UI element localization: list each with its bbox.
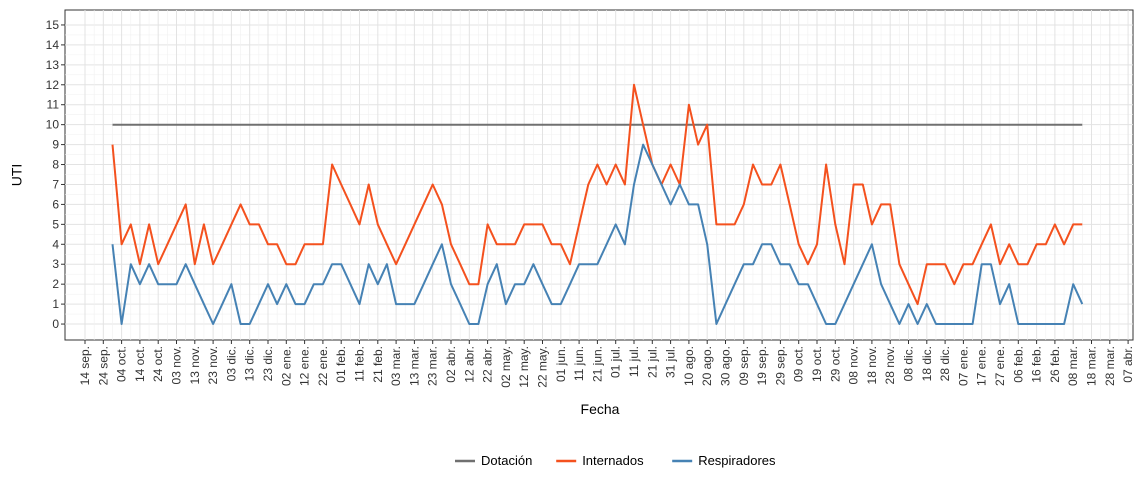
- x-tick-label: 01 jul.: [609, 346, 623, 378]
- x-tick-label: 22 ene.: [316, 346, 330, 386]
- y-tick-label: 7: [52, 177, 59, 191]
- x-tick-label: 18 dic.: [920, 346, 934, 381]
- x-tick-label: 24 sep.: [96, 346, 110, 385]
- x-tick-label: 12 abr.: [462, 346, 476, 383]
- x-tick-label: 02 ene.: [279, 346, 293, 386]
- y-tick-label: 8: [52, 158, 59, 172]
- x-tick-label: 28 dic.: [938, 346, 952, 381]
- y-tick-label: 10: [46, 118, 60, 132]
- x-tick-label: 11 jul.: [627, 346, 641, 377]
- x-tick-label: 02 abr.: [444, 346, 458, 383]
- y-tick-label: 3: [52, 257, 59, 271]
- x-tick-label: 24 oct.: [151, 346, 165, 382]
- x-tick-label: 18 nov.: [865, 346, 879, 384]
- x-tick-label: 03 nov.: [170, 346, 184, 384]
- legend: Dotación Internados Respiradores: [455, 453, 776, 468]
- x-tick-label: 11 jun.: [572, 346, 586, 381]
- x-tick-label: 22 abr.: [481, 346, 495, 383]
- x-tick-label: 02 may.: [499, 346, 513, 388]
- x-tick-label: 23 dic.: [261, 346, 275, 381]
- x-tick-label: 12 ene.: [298, 346, 312, 386]
- x-tick-label: 13 nov.: [188, 346, 202, 384]
- x-tick-label: 23 nov.: [206, 346, 220, 384]
- x-tick-label: 07 abr.: [1121, 346, 1135, 383]
- y-tick-label: 9: [52, 138, 59, 152]
- x-tick-label: 08 dic.: [902, 346, 916, 381]
- x-tick-label: 16 feb.: [1030, 346, 1044, 383]
- y-tick-label: 13: [46, 58, 60, 72]
- legend-label: Respiradores: [698, 453, 776, 468]
- x-tick-label: 03 dic.: [224, 346, 238, 381]
- x-axis-title: Fecha: [581, 401, 620, 417]
- x-tick-label: 04 oct.: [115, 346, 129, 382]
- x-tick-label: 13 mar.: [407, 346, 421, 386]
- x-tick-label: 21 jul.: [645, 346, 659, 378]
- y-tick-label: 14: [46, 38, 60, 52]
- x-tick-label: 19 oct.: [810, 346, 824, 382]
- x-tick-label: 29 oct.: [828, 346, 842, 382]
- x-tick-label: 08 mar.: [1066, 346, 1080, 386]
- x-tick-label: 21 feb.: [371, 346, 385, 383]
- y-tick-label: 12: [46, 78, 60, 92]
- y-axis-title: UTI: [9, 164, 25, 187]
- y-tick-label: 15: [46, 18, 60, 32]
- y-tick-label: 0: [52, 317, 59, 331]
- y-tick-label: 2: [52, 277, 59, 291]
- x-tick-label: 26 feb.: [1048, 346, 1062, 383]
- x-tick-label: 18 mar.: [1085, 346, 1099, 386]
- x-tick-label: 21 jun.: [590, 346, 604, 382]
- x-tick-label: 09 sep.: [737, 346, 751, 385]
- series-line: [111, 83, 1083, 306]
- x-tick-label: 20 ago.: [700, 346, 714, 386]
- x-tick-label: 22 may.: [536, 346, 550, 388]
- y-tick-label: 4: [52, 237, 59, 251]
- x-tick-label: 03 mar.: [389, 346, 403, 386]
- x-tick-label: 19 sep.: [755, 346, 769, 385]
- x-tick-label: 09 oct.: [792, 346, 806, 382]
- x-tick-label: 28 mar.: [1103, 346, 1117, 386]
- series-line: [111, 143, 1084, 325]
- x-tick-label: 11 feb.: [353, 346, 367, 382]
- legend-label: Dotación: [481, 453, 532, 468]
- x-tick-label: 14 oct.: [133, 346, 147, 382]
- x-tick-label: 01 feb.: [334, 346, 348, 383]
- x-tick-label: 29 sep.: [773, 346, 787, 385]
- x-tick-label: 30 ago.: [719, 346, 733, 386]
- x-tick-label: 01 jun.: [554, 346, 568, 382]
- y-tick-label: 5: [52, 217, 59, 231]
- x-tick-label: 10 ago.: [682, 346, 696, 386]
- x-tick-label: 06 feb.: [1011, 346, 1025, 383]
- legend-label: Internados: [582, 453, 644, 468]
- x-tick-label: 28 nov.: [883, 346, 897, 384]
- x-tick-label: 23 mar.: [426, 346, 440, 386]
- x-tick-label: 13 dic.: [243, 346, 257, 381]
- x-tick-label: 07 ene.: [956, 346, 970, 386]
- x-tick-label: 31 jul.: [664, 346, 678, 378]
- x-tick-label: 27 ene.: [993, 346, 1007, 386]
- x-tick-label: 08 nov.: [847, 346, 861, 384]
- x-tick-label: 14 sep.: [78, 346, 92, 385]
- y-tick-label: 1: [52, 297, 59, 311]
- y-tick-label: 11: [47, 98, 60, 112]
- y-tick-label: 6: [52, 197, 59, 211]
- x-tick-label: 12 may.: [517, 346, 531, 388]
- x-tick-label: 17 ene.: [975, 346, 989, 386]
